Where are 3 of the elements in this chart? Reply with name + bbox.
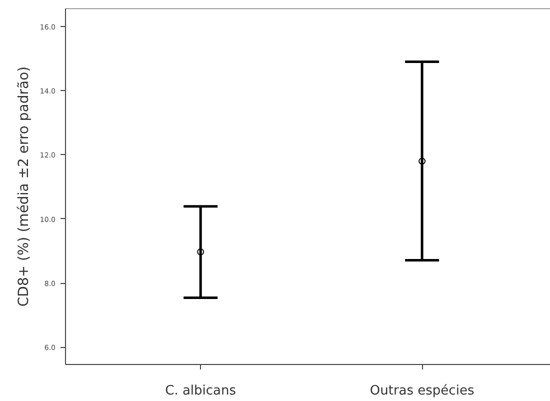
y-axis-title: CD8+ (%) (média ±2 erro padrão) — [16, 66, 32, 307]
x-tick-label: Outras espécies — [370, 384, 474, 398]
x-tick-label: C. albicans — [165, 384, 236, 398]
